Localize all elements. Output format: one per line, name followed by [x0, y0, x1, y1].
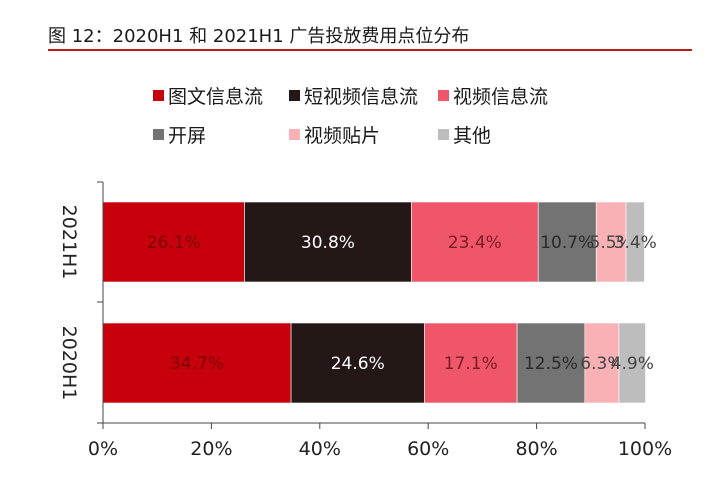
legend-swatch-3	[438, 90, 449, 101]
bar-segment-2021H1-4	[537, 201, 597, 283]
bar-segment-2020H1-2	[290, 322, 425, 404]
x-tick-label-2: 20%	[190, 438, 232, 460]
legend-swatch-6	[438, 129, 449, 140]
legend-swatch-1	[153, 90, 164, 101]
bar-segment-2020H1-3	[424, 322, 518, 404]
x-tick-label-1: 0%	[88, 438, 118, 460]
data-label-2020H1-1: 34.7%	[170, 354, 224, 374]
figure-title: 图 12：2020H1 和 2021H1 广告投放费用点位分布	[48, 26, 470, 47]
legend-label-4: 开屏	[168, 125, 206, 147]
x-tick-label-4: 60%	[407, 438, 449, 460]
legend-swatch-4	[153, 129, 164, 140]
bar-segment-2020H1-1	[102, 322, 292, 404]
bar-segment-2020H1-5	[584, 322, 620, 404]
data-label-2020H1-2: 24.6%	[331, 354, 385, 374]
data-label-2021H1-4: 10.7%	[540, 233, 594, 253]
bar-segment-2021H1-2	[244, 201, 412, 283]
data-label-2021H1-2: 30.8%	[301, 233, 355, 253]
data-label-2021H1-3: 23.4%	[448, 233, 502, 253]
category-label-2020H1: 2020H1	[58, 326, 80, 401]
legend-swatch-5	[289, 129, 300, 140]
data-label-2021H1-6: 3.4%	[614, 233, 657, 253]
data-label-2020H1-3: 17.1%	[444, 354, 498, 374]
legend-swatch-2	[289, 90, 300, 101]
data-label-2021H1-5: 5.5%	[590, 233, 633, 253]
legend-label-5: 视频贴片	[304, 125, 380, 147]
legend-label-1: 图文信息流	[168, 86, 263, 108]
data-label-2021H1-1: 26.1%	[147, 233, 201, 253]
x-tick-label-3: 40%	[299, 438, 341, 460]
legend-label-2: 短视频信息流	[304, 86, 418, 108]
bar-segment-2021H1-3	[411, 201, 539, 283]
legend-label-3: 视频信息流	[453, 86, 548, 108]
x-tick-label-6: 100%	[618, 438, 672, 460]
data-label-2020H1-6: 4.9%	[611, 354, 654, 374]
data-label-2020H1-4: 12.5%	[524, 354, 578, 374]
legend-label-6: 其他	[453, 125, 491, 147]
bar-segment-2021H1-6	[625, 201, 645, 283]
title-rule	[48, 49, 692, 51]
category-label-2021H1: 2021H1	[58, 205, 80, 280]
x-tick-label-5: 80%	[515, 438, 557, 460]
bar-segment-2020H1-6	[618, 322, 646, 404]
data-label-2020H1-5: 6.3%	[580, 354, 623, 374]
